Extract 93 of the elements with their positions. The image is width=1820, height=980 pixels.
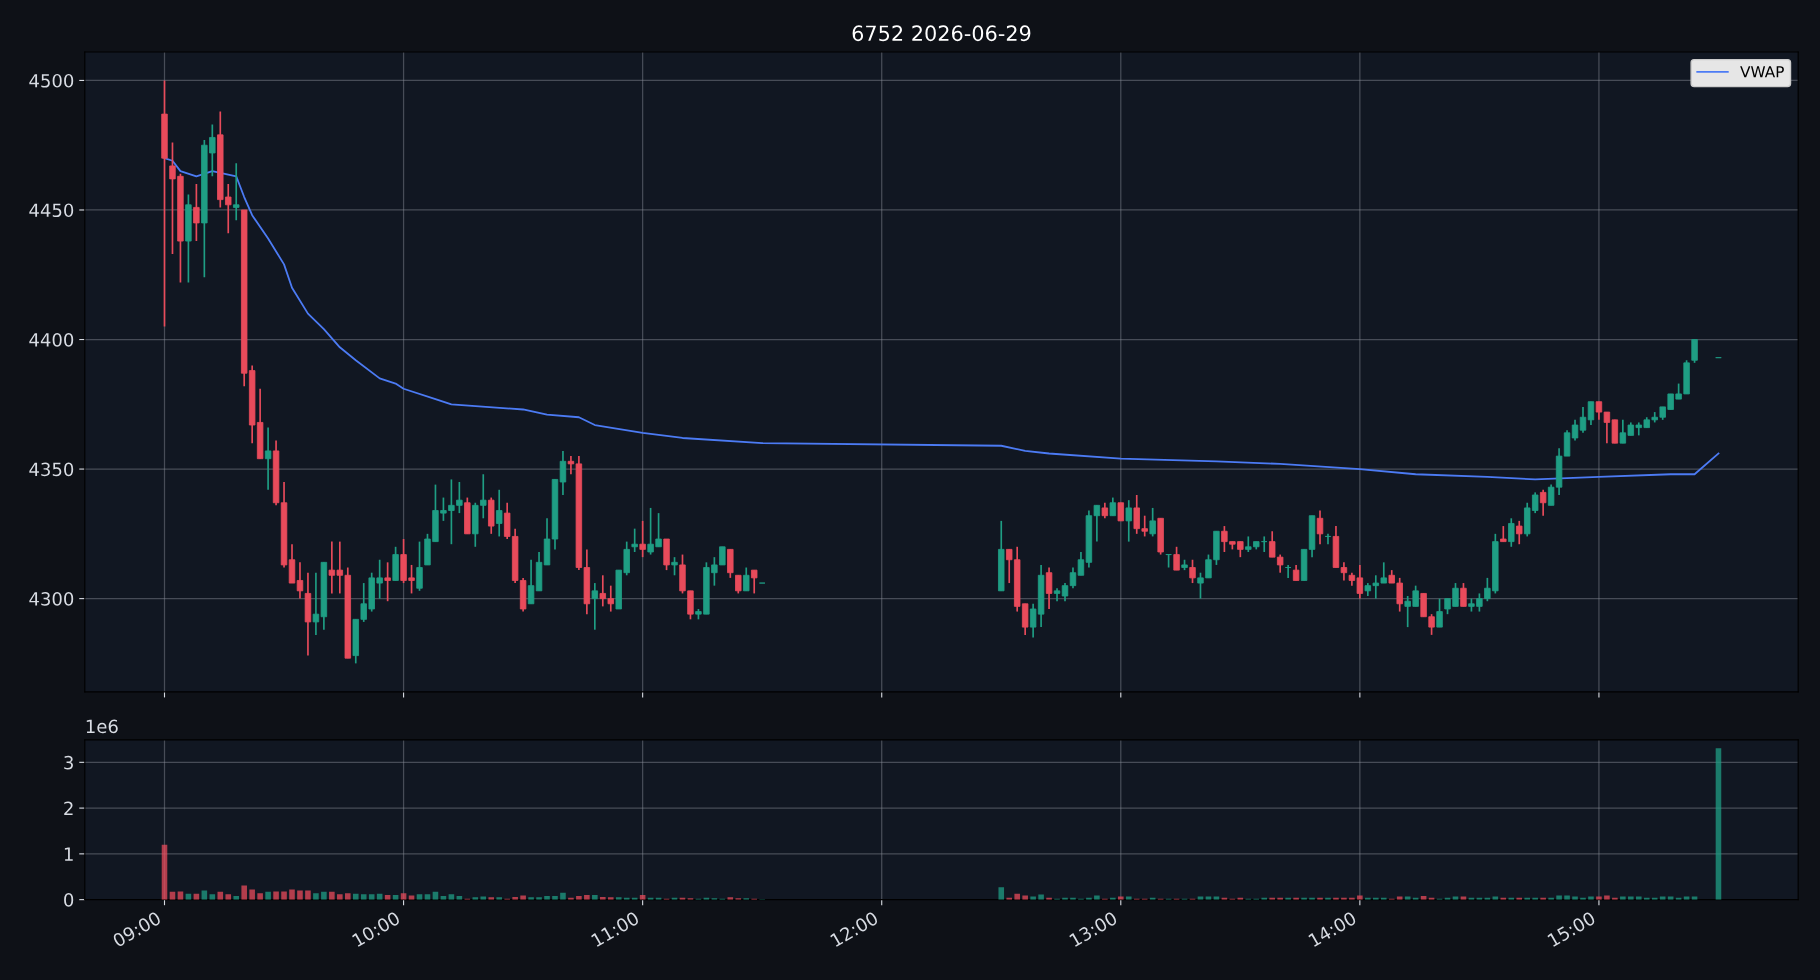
candlestick: [1587, 400, 1595, 426]
candlestick: [1069, 566, 1077, 590]
line-series: [163, 157, 1720, 481]
bar: [313, 893, 319, 900]
candlestick: [1508, 517, 1515, 548]
candlestick: [1109, 496, 1117, 517]
bar: [998, 887, 1005, 900]
bar: [592, 895, 598, 900]
legend-label: VWAP: [1740, 66, 1784, 78]
candlestick: [1539, 488, 1547, 517]
bar: [305, 890, 311, 900]
candlestick: [559, 450, 567, 496]
candlestick: [735, 574, 742, 595]
bar: [217, 891, 224, 900]
bar: [488, 897, 495, 900]
bar: [345, 893, 351, 900]
y-tick-label: 4450: [29, 203, 74, 218]
candlestick: [1061, 582, 1069, 603]
candlestick: [743, 566, 750, 592]
bar: [360, 894, 367, 900]
bar: [265, 891, 271, 900]
candlestick: [671, 556, 678, 577]
bar: [1030, 896, 1036, 900]
bar: [1588, 896, 1594, 900]
candlestick: [193, 183, 200, 242]
bar: [544, 895, 550, 900]
bar: [337, 894, 343, 900]
candlestick: [1117, 501, 1124, 522]
bar: [528, 897, 534, 900]
bar: [289, 889, 295, 900]
bar: [225, 894, 232, 900]
candlestick: [1436, 597, 1443, 628]
candlestick: [1316, 509, 1324, 546]
bar: [576, 895, 582, 900]
bar: [536, 897, 542, 900]
candlestick: [1500, 525, 1507, 543]
candlestick: [631, 527, 638, 553]
candlestick: [233, 162, 240, 222]
bar: [273, 891, 279, 900]
y-tick-label: 3: [64, 755, 73, 770]
bar: [352, 893, 359, 900]
bar: [297, 890, 303, 900]
candlestick: [639, 520, 646, 558]
bar: [560, 892, 566, 900]
candlestick: [1571, 419, 1579, 442]
bar: [1596, 896, 1602, 900]
candlestick: [296, 561, 304, 600]
candlestick: [1460, 582, 1467, 608]
bar: [241, 885, 247, 900]
candlestick: [591, 582, 599, 631]
bar: [1118, 896, 1124, 900]
bar: [584, 895, 590, 900]
candlestick: [1691, 338, 1698, 364]
text: 1e6: [86, 719, 118, 734]
candlestick: [727, 548, 734, 579]
bar: [480, 896, 487, 900]
bar: [615, 897, 622, 900]
bar: [1014, 893, 1020, 900]
y-tick-label: 2: [64, 801, 73, 815]
candlestick: [1516, 520, 1523, 546]
candlestick: [751, 569, 758, 595]
candlestick: [288, 543, 296, 584]
candlestick: [264, 426, 272, 491]
candlestick: [416, 540, 423, 592]
candlestick: [495, 488, 503, 538]
candlestick: [1125, 499, 1132, 543]
bar: [1635, 896, 1642, 900]
bar: [1572, 896, 1578, 900]
y-tick-label: 4350: [29, 462, 74, 477]
y-tick-label: 4300: [29, 592, 74, 606]
y-tick-label: 1: [64, 847, 73, 861]
candlestick: [1149, 507, 1156, 538]
bar: [1125, 896, 1132, 900]
y-tick-label: 0: [64, 893, 74, 907]
bar: [1620, 896, 1626, 900]
candlestick: [1579, 406, 1587, 434]
candlestick: [1045, 566, 1053, 610]
bar: [257, 893, 263, 900]
y-tick-label: 4400: [29, 332, 74, 347]
bar: [233, 895, 240, 900]
bar: [321, 891, 327, 900]
bar: [552, 895, 558, 900]
candlestick: [384, 561, 391, 603]
bar: [249, 889, 255, 900]
bar: [607, 897, 614, 900]
chart-title: 6752 2026-06-29: [852, 25, 1031, 42]
y-tick-label: 4500: [29, 73, 74, 88]
candlestick: [1189, 558, 1196, 584]
candlestick: [1173, 545, 1180, 571]
bar: [329, 891, 335, 900]
bar: [1628, 896, 1634, 900]
bar: [281, 891, 287, 900]
bar: [496, 897, 502, 900]
